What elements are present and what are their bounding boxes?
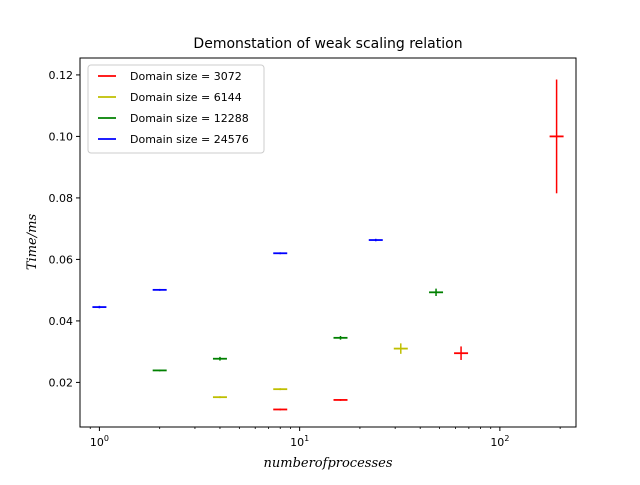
x-tick-exponent: 0 — [104, 434, 109, 443]
legend-label: Domain size = 12288 — [130, 112, 249, 125]
x-tick-base: 10 — [490, 436, 504, 449]
y-axis-label: Time/ms — [25, 214, 40, 271]
x-tick-exponent: 2 — [504, 434, 509, 443]
x-axis-label: numberofprocesses — [264, 456, 393, 471]
y-tick-label: 0.04 — [49, 315, 74, 328]
legend-label: Domain size = 3072 — [130, 70, 242, 83]
legend-box — [87, 64, 265, 154]
legend-label: Domain size = 24576 — [130, 133, 249, 146]
legend-label: Domain size = 6144 — [130, 91, 242, 104]
x-tick-label: 102 — [490, 434, 509, 449]
y-tick-label: 0.02 — [49, 376, 74, 389]
x-tick-base: 10 — [90, 436, 104, 449]
x-tick-base: 10 — [290, 436, 304, 449]
x-tick-exponent: 1 — [304, 434, 309, 443]
legend: Domain size = 3072 Domain size = 6144 Doma… — [87, 64, 265, 154]
y-tick-label: 0.08 — [49, 192, 74, 205]
x-axis: 100 101 102 — [89, 427, 561, 449]
y-axis: 0.02 0.04 0.06 0.08 0.10 0.12 — [49, 69, 80, 389]
plot-marks — [92, 79, 564, 411]
y-tick-label: 0.10 — [49, 130, 74, 143]
chart-title: Demonstation of weak scaling relation — [193, 36, 462, 52]
plot-frame — [79, 57, 577, 428]
y-tick-label: 0.12 — [49, 69, 74, 82]
y-tick-label: 0.06 — [49, 253, 74, 266]
x-tick-label: 101 — [290, 434, 309, 449]
x-tick-label: 100 — [90, 434, 109, 449]
